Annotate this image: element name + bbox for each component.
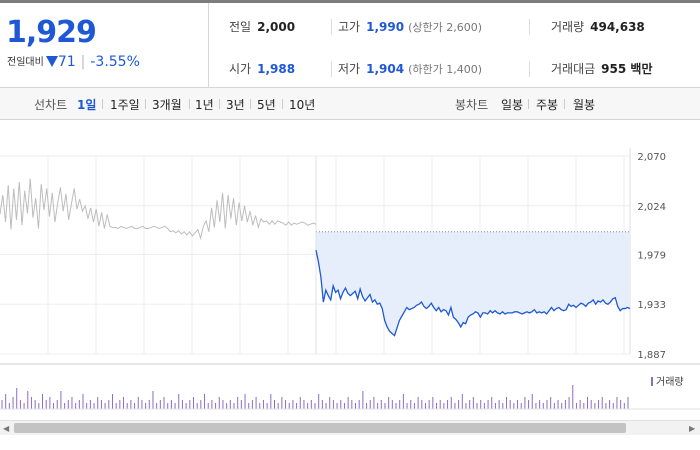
stat-value: 494,638 [590, 20, 645, 34]
price-box: 1,929 전일대비 71 | -3.55% [0, 3, 209, 87]
line-chart-label: 선차트 [34, 98, 68, 112]
period-5y[interactable]: 5년 [257, 98, 276, 112]
stat-amount: 거래대금 955 백만 [551, 60, 652, 77]
divider [282, 99, 283, 109]
lower-limit: (하한가 1,400) [408, 63, 482, 76]
stat-value: 2,000 [257, 20, 296, 34]
candle-daily[interactable]: 일봉 [501, 98, 524, 112]
stat-label: 거래대금 [551, 62, 596, 76]
divider [529, 19, 530, 35]
scroll-right-icon[interactable]: ▶ [689, 424, 696, 433]
change-row: 전일대비 71 | -3.55% [7, 53, 140, 70]
stat-volume: 거래량 494,638 [551, 18, 645, 35]
y-tick-label: 1,933 [637, 300, 666, 311]
quote-summary: 1,929 전일대비 71 | -3.55% 전일 2,000 고가 1,990 (상한가 … [0, 3, 700, 88]
y-axis-labels: 2,070 2,024 1,979 1,933 1,887 [637, 152, 666, 361]
stat-prev-close: 전일 2,000 [229, 18, 295, 35]
divider [564, 99, 565, 109]
divider: | [80, 54, 86, 70]
divider [145, 99, 146, 109]
stat-low: 저가 1,904 (하한가 1,400) [338, 60, 482, 77]
stat-value: 1,988 [257, 62, 296, 76]
divider [331, 19, 332, 35]
divider [528, 99, 529, 109]
y-tick-label: 2,070 [637, 152, 666, 163]
down-triangle-icon [45, 56, 58, 67]
stat-label: 고가 [338, 20, 361, 34]
volume-legend: 거래량 [651, 373, 684, 388]
period-toolbar: 선차트 1일 1주일 3개월 1년 3년 5년 10년 봉차트 일봉 주봉 월봉 [0, 88, 700, 120]
stat-label: 전일 [229, 20, 252, 34]
stat-label: 저가 [338, 62, 361, 76]
upper-limit: (상한가 2,600) [408, 21, 482, 34]
stat-label: 거래량 [551, 20, 585, 34]
divider [219, 99, 220, 109]
change-label: 전일대비 [7, 57, 44, 68]
horizontal-scrollbar[interactable]: ◀ ▶ [0, 420, 700, 435]
y-tick-label: 2,024 [637, 202, 666, 213]
change-percent: -3.55% [90, 54, 140, 70]
divider [250, 99, 251, 109]
divider [189, 99, 190, 109]
candle-monthly[interactable]: 월봉 [573, 98, 596, 112]
stat-value: 1,904 [366, 62, 405, 76]
period-1d[interactable]: 1일 [77, 98, 97, 112]
divider [529, 61, 530, 77]
legend-swatch-icon [651, 377, 653, 386]
stat-open: 시가 1,988 [229, 60, 295, 77]
stat-value: 1,990 [366, 20, 405, 34]
top-border [0, 0, 700, 3]
period-3y[interactable]: 3년 [226, 98, 245, 112]
stat-high: 고가 1,990 (상한가 2,600) [338, 18, 482, 35]
stat-value: 955 백만 [601, 62, 653, 76]
change-value: 71 [57, 54, 76, 70]
current-price: 1,929 [6, 15, 97, 50]
stat-label: 시가 [229, 62, 252, 76]
today-price-line [315, 249, 631, 337]
price-lines [0, 178, 631, 337]
volume-bars [0, 385, 700, 410]
period-1w[interactable]: 1주일 [110, 98, 140, 112]
scroll-left-icon[interactable]: ◀ [3, 424, 10, 433]
divider [331, 61, 332, 77]
previous-day-line [0, 178, 317, 241]
volume-legend-label: 거래량 [656, 377, 684, 388]
y-tick-label: 1,887 [637, 350, 666, 361]
divider [102, 99, 103, 109]
candle-weekly[interactable]: 주봉 [536, 98, 559, 112]
period-3m[interactable]: 3개월 [152, 98, 182, 112]
time-axis-clipped [0, 410, 700, 420]
area-layer [315, 156, 630, 354]
y-tick-label: 1,979 [637, 250, 666, 261]
scroll-thumb[interactable] [14, 423, 626, 433]
candle-chart-label: 봉차트 [455, 98, 489, 112]
period-1y[interactable]: 1년 [195, 98, 214, 112]
period-10y[interactable]: 10년 [289, 98, 316, 112]
price-chart[interactable]: 2,070 2,024 1,979 1,933 1,887 [0, 120, 700, 420]
price-area [316, 231, 630, 336]
